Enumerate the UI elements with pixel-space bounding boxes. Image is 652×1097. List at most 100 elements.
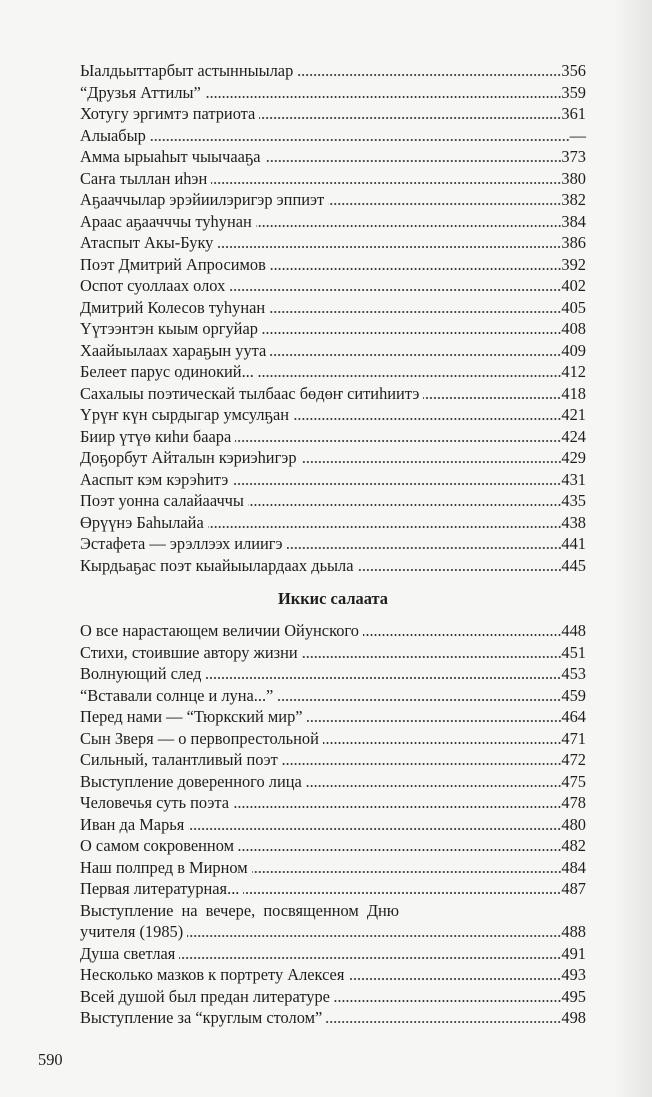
- toc-entry-title: Дмитрий Колесов туһунан: [80, 297, 266, 317]
- toc-entry[interactable]: Первая литературная... 487: [80, 878, 586, 900]
- toc-entry[interactable]: О самом сокровенном 482: [80, 835, 586, 857]
- toc-entry-page: 495: [561, 986, 586, 1006]
- toc-entry[interactable]: Алыабыр —: [80, 125, 586, 147]
- toc-entry[interactable]: Үүтээнтэн кыым оргуйар 408: [80, 318, 586, 340]
- toc-entry[interactable]: Стихи, стоившие автору жизни 451: [80, 642, 586, 664]
- toc-entry[interactable]: Сахалыы поэтическай тылбаас бөдөҥ ситиһи…: [80, 383, 586, 405]
- toc-entry-title: “Друзья Аттилы”: [80, 82, 201, 102]
- toc-entry-page: 386: [561, 233, 586, 252]
- toc-entry-page: 472: [561, 750, 586, 769]
- toc-entry[interactable]: Дмитрий Колесов туһунан 405: [80, 297, 586, 319]
- toc-entry-page: 392: [561, 254, 586, 274]
- toc-entry[interactable]: Биир үтүө киһи баара 424: [80, 426, 586, 448]
- toc-entry[interactable]: Доҕорбут Айталын кэриэһигэр 429: [80, 447, 586, 469]
- toc-entry-title: Өрүүнэ Баһылайа: [80, 512, 204, 532]
- toc-entry[interactable]: Амма ырыаһыт чыычааҕа 373: [80, 146, 586, 168]
- toc-entry-line: Выступление на вечере, посвященном Дню: [80, 900, 586, 922]
- toc-entry-page: 445: [561, 555, 586, 575]
- toc-entry[interactable]: Белеет парус одинокий... 412: [80, 361, 586, 383]
- toc-entry-page: 380: [561, 168, 586, 188]
- toc-entry[interactable]: Выступление доверенного лица 475: [80, 771, 586, 793]
- toc-entry-title: Несколько мазков к портрету Алексея: [80, 965, 345, 984]
- dot-leader: [259, 117, 562, 119]
- dot-leader: [264, 160, 562, 162]
- toc-entry[interactable]: Өрүүнэ Баһылайа 438: [80, 512, 586, 534]
- toc-entry[interactable]: “Друзья Аттилы” 359: [80, 82, 586, 104]
- toc-entry[interactable]: Хотугу эргимтэ патриота 361: [80, 103, 586, 125]
- toc-entry[interactable]: Волнующий след 453: [80, 663, 586, 685]
- toc-entry-title: Волнующий след: [80, 664, 202, 683]
- toc-entry[interactable]: Ааспыт кэм кэрэһитэ 431: [80, 469, 586, 491]
- dot-leader: [188, 827, 562, 830]
- toc-entry[interactable]: Наш полпред в Мирном 484: [80, 857, 586, 879]
- toc-entry-title: Сын Зверя — о первопрестольной: [80, 728, 319, 748]
- toc-entry-title: Эстафета — эрэллээх илиигэ: [80, 534, 283, 553]
- toc-entry-page: 441: [561, 534, 586, 553]
- toc-entry-title: Сильный, талантливый поэт: [80, 750, 278, 769]
- toc-entry[interactable]: Сын Зверя — о первопрестольной 471: [80, 728, 586, 750]
- toc-entry-page: 484: [561, 857, 586, 877]
- toc-entry[interactable]: Иван да Марья 480: [80, 814, 586, 836]
- dot-leader: [277, 698, 562, 701]
- toc-entry-page: 412: [561, 362, 586, 381]
- toc-entry[interactable]: Поэт Дмитрий Апросимов 392: [80, 254, 586, 276]
- toc-entry[interactable]: “Вставали солнце и луна...” 459: [80, 685, 586, 707]
- dot-leader: [205, 677, 562, 679]
- dot-leader: [179, 956, 562, 959]
- dot-leader: [286, 547, 562, 549]
- toc-entry-title: Саҥа тыллан иһэн: [80, 168, 208, 188]
- dot-leader: [281, 763, 562, 765]
- dot-leader: [187, 935, 562, 937]
- dot-leader: [257, 375, 562, 377]
- toc-entry[interactable]: Аҕааччылар эрэйиилэригэр эппиэт 382: [80, 189, 586, 211]
- toc-entry[interactable]: Саҥа тыллан иһэн 380: [80, 168, 586, 190]
- toc-entry[interactable]: Кырдьаҕас поэт кыайыылардаах дьыла 445: [80, 555, 586, 577]
- toc-entry[interactable]: Үрүҥ күн сырдыгар умсулҕан 421: [80, 404, 586, 426]
- dot-leader: [305, 784, 562, 787]
- toc-entry-title: Амма ырыаһыт чыычааҕа: [80, 147, 261, 166]
- section-heading: Иккис салаата: [278, 589, 388, 608]
- toc-entry-page: 488: [561, 922, 586, 941]
- toc-entry[interactable]: учителя (1985) 488: [80, 921, 586, 943]
- toc-entry[interactable]: Хаайыылаах хараҕын уута 409: [80, 340, 586, 362]
- toc-entry[interactable]: Сильный, талантливый поэт 472: [80, 749, 586, 771]
- toc-entry[interactable]: Душа светлая 491: [80, 943, 586, 965]
- dot-leader: [269, 267, 562, 270]
- toc-entry-page: 405: [561, 297, 586, 317]
- toc-entry-page: 421: [561, 405, 586, 424]
- dot-leader: [233, 806, 562, 808]
- toc-entry-page: 475: [561, 771, 586, 791]
- toc-entry[interactable]: Перед нами — “Тюркский мир” 464: [80, 706, 586, 728]
- page-number: 590: [38, 1050, 63, 1069]
- toc-entry[interactable]: Поэт уонна салайааччы 435: [80, 490, 586, 512]
- toc-entry-page: 487: [561, 879, 586, 898]
- dot-leader: [300, 461, 562, 463]
- toc-entry[interactable]: Ыалдьыттарбыт астынныылар 356: [80, 60, 586, 82]
- toc-entry-page: 424: [561, 426, 586, 446]
- dot-leader: [348, 978, 562, 980]
- dot-leader: [204, 95, 562, 98]
- toc-entry-title: Хотугу эргимтэ патриота: [80, 104, 256, 123]
- toc-entry-page: 480: [561, 814, 586, 834]
- dot-leader: [255, 224, 562, 227]
- toc-entry[interactable]: Человечья суть поэта 478: [80, 792, 586, 814]
- toc-entry[interactable]: Несколько мазков к портрету Алексея 493: [80, 964, 586, 986]
- toc-entry-title: учителя (1985): [80, 922, 184, 941]
- toc-entry[interactable]: Атаспыт Акы-Буку 386: [80, 232, 586, 254]
- toc-entry[interactable]: Всей душой был предан литературе 495: [80, 986, 586, 1008]
- toc-entry-title: Араас аҕаачччы туһунан: [80, 211, 252, 231]
- toc-entry-title: Белеет парус одинокий...: [80, 362, 254, 381]
- toc-entry[interactable]: Оспот суоллаах олох 402: [80, 275, 586, 297]
- toc-entry[interactable]: Араас аҕаачччы туһунан 384: [80, 211, 586, 233]
- toc-entry-page: 453: [561, 664, 586, 683]
- toc-entry[interactable]: Выступление за “круглым столом” 498: [80, 1007, 586, 1029]
- toc-entry-page: 382: [561, 190, 586, 209]
- dot-leader: [207, 525, 562, 528]
- toc-entry[interactable]: Эстафета — эрэллээх илиигэ 441: [80, 533, 586, 555]
- toc-entry-title: Наш полпред в Мирном: [80, 857, 248, 877]
- toc-entry[interactable]: О все нарастающем величии Ойунского 448: [80, 620, 586, 642]
- dot-leader: [243, 892, 562, 894]
- dot-leader: [247, 504, 562, 506]
- toc-entry-page: 491: [561, 943, 586, 963]
- dot-leader: [357, 568, 562, 571]
